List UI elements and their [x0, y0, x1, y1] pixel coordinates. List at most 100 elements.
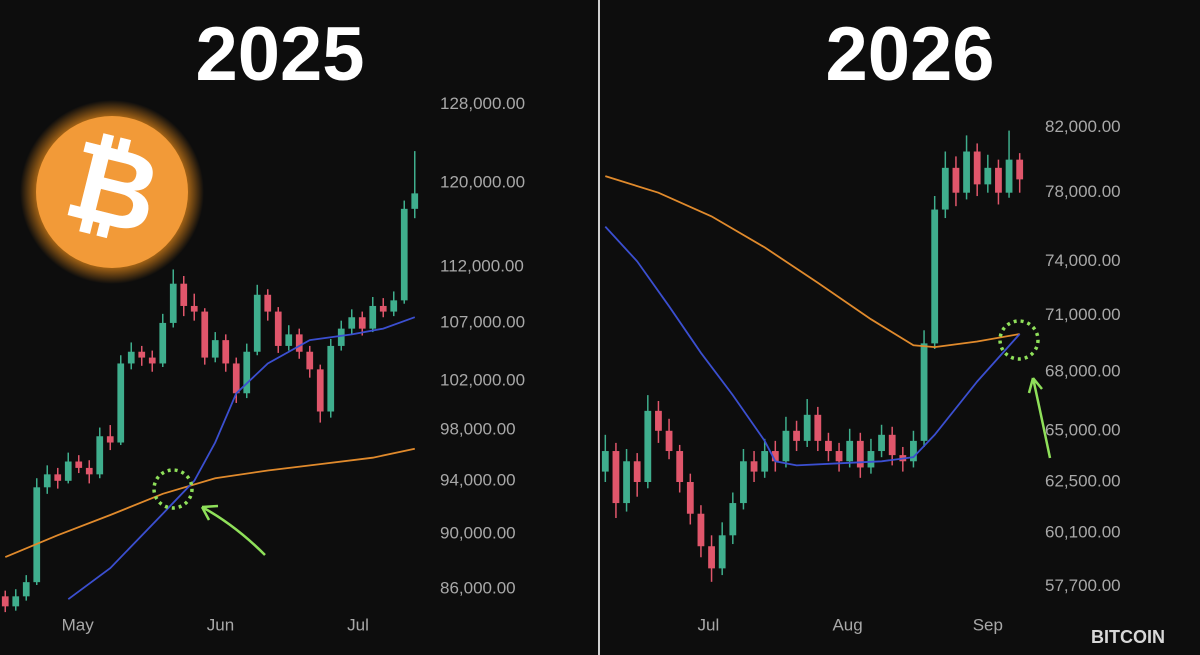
candle-body [835, 451, 843, 462]
arrow [200, 504, 266, 556]
y-tick-label: 82,000.00 [1045, 117, 1121, 136]
candle-body [920, 343, 928, 441]
candle-body [327, 345, 335, 412]
candle-body [64, 461, 72, 481]
candle-body [708, 546, 715, 569]
candle-body [295, 334, 303, 352]
candle-body [12, 596, 20, 607]
y-tick-label: 112,000.00 [440, 257, 524, 276]
candle-body [718, 535, 726, 569]
charts: 2025 128,000.00 120,000.00 112,000.00 107,00… [1, 12, 1121, 634]
candle-body [697, 513, 705, 547]
candle-body [306, 351, 314, 370]
candle-body [846, 440, 854, 462]
candle-body [910, 440, 917, 462]
candle-body [1005, 159, 1013, 193]
y-tick-label: 78,000.00 [1045, 182, 1121, 201]
candle-body [782, 430, 790, 462]
candle-body [856, 440, 864, 468]
candle-body [400, 208, 408, 301]
y-tick-label: 62,500.00 [1045, 471, 1121, 490]
candle-body [211, 340, 219, 358]
candle-body [644, 410, 652, 483]
highlight-circle [998, 319, 1040, 361]
candle-body [771, 451, 779, 462]
candle-body [411, 193, 419, 209]
y-tick-label: 128,000.00 [440, 94, 525, 113]
candle-body [612, 451, 620, 504]
arrow [1027, 377, 1052, 459]
candle-body [54, 474, 62, 481]
candle-body [243, 351, 251, 394]
candle-body [973, 151, 981, 185]
candle-body [96, 436, 104, 475]
candle-body [169, 283, 177, 323]
y-tick-label: 107,000.00 [440, 312, 525, 331]
candle-body [793, 430, 800, 441]
candle-body [867, 451, 875, 468]
candle-body [190, 305, 198, 312]
candle-body [180, 283, 188, 306]
chart-title: 2026 [825, 12, 994, 97]
candle-body [963, 151, 970, 193]
candle-body [201, 311, 209, 358]
candle-body [358, 317, 366, 329]
candle-body [337, 328, 345, 346]
candle-body [655, 410, 662, 431]
moving-average [4, 447, 415, 558]
moving-average [604, 225, 1021, 467]
candle-body [253, 294, 261, 352]
candle-body [888, 434, 896, 456]
candle-body [952, 167, 960, 193]
y-tick-label: 74,000.00 [1045, 251, 1121, 270]
candle-body [686, 482, 694, 514]
y-tick-label: 71,000.00 [1045, 305, 1121, 324]
candle-body [623, 461, 630, 504]
candle-body [878, 434, 885, 452]
candle-body [222, 340, 230, 364]
candle-body [117, 363, 125, 443]
y-tick-label: 60,100.00 [1045, 523, 1121, 542]
candle-body [1016, 159, 1024, 180]
candle-body [43, 474, 51, 488]
y-tick-label: 68,000.00 [1045, 361, 1121, 380]
candle-body [633, 461, 641, 483]
candle-body [931, 209, 939, 344]
candle-body [159, 322, 167, 364]
candle-body [138, 351, 146, 358]
candle-body [601, 451, 609, 472]
y-tick-label: 57,700.00 [1045, 576, 1121, 595]
candle-body [369, 305, 377, 329]
candle-body [1, 596, 9, 607]
chart-title: 2025 [195, 12, 364, 97]
candle-body [750, 461, 758, 472]
x-tick-label: Sep [973, 615, 1003, 634]
candle-body [761, 451, 769, 472]
candle-body [274, 311, 282, 346]
candle-body [390, 300, 398, 312]
candle-body [127, 351, 135, 364]
candle-body [984, 167, 992, 185]
highlight-circle [152, 468, 194, 510]
x-tick-label: Jul [698, 615, 720, 634]
logo [36, 116, 188, 268]
candle-body [379, 305, 387, 312]
x-tick-label: Jun [207, 615, 234, 634]
candle-body [285, 334, 293, 346]
candle-body [232, 363, 240, 394]
y-tick-label: 120,000.00 [440, 173, 525, 192]
watermark: BITCOIN [1091, 627, 1165, 647]
candle-body [676, 451, 684, 483]
x-tick-label: Aug [832, 615, 862, 634]
x-tick-label: Jul [347, 615, 369, 634]
candle-body [316, 369, 324, 412]
candle-body [85, 467, 93, 475]
candle-body [729, 503, 737, 536]
candle-body [33, 487, 41, 583]
candle-body [75, 461, 83, 468]
candle-body [803, 414, 811, 441]
y-tick-label: 94,000.00 [440, 470, 516, 489]
y-tick-label: 65,000.00 [1045, 420, 1121, 439]
y-tick-label: 98,000.00 [440, 419, 516, 438]
